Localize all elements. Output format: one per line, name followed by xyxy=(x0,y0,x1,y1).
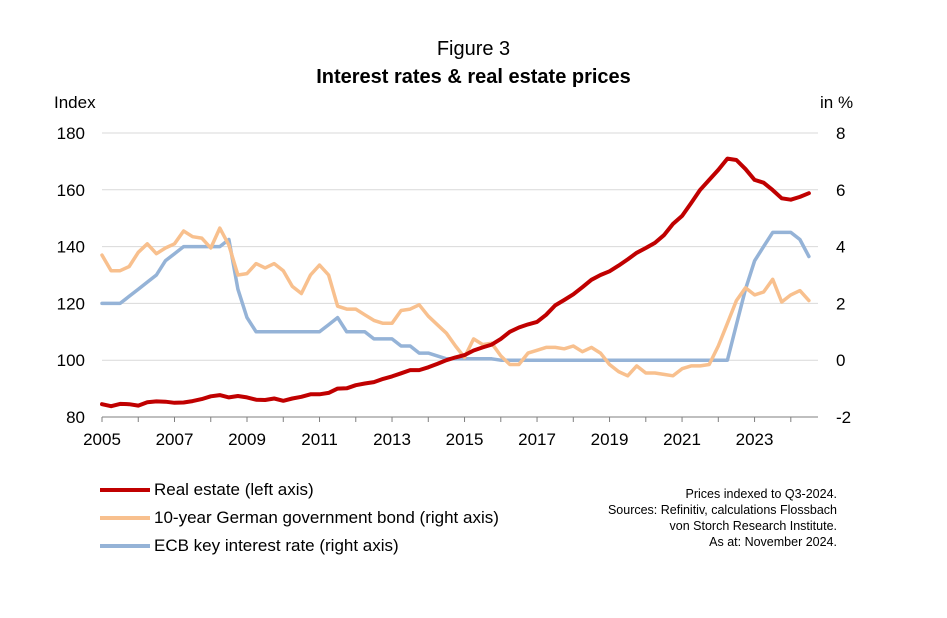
y-tick-left: 180 xyxy=(57,124,85,143)
chart-title: Interest rates & real estate prices xyxy=(316,66,631,88)
series-line-ecb xyxy=(100,230,811,362)
x-tick-label: 2023 xyxy=(736,430,774,449)
line-chart: 80 100 120 140 160 180 -2 0 2 4 6 8 2005 2007 2009 2011… xyxy=(57,124,852,449)
legend-label-ecb: ECB key interest rate (right axis) xyxy=(154,536,399,555)
series-line-bond xyxy=(100,226,811,378)
x-tick-label: 2017 xyxy=(518,430,556,449)
figure-label: Figure 3 xyxy=(436,38,511,60)
y-tick-left: 120 xyxy=(57,294,85,313)
axes: 80 100 120 140 160 180 -2 0 2 4 6 8 2005 2007 2009 2011… xyxy=(57,124,852,449)
x-tick-label: 2019 xyxy=(591,430,629,449)
legend-swatch-real-estate xyxy=(100,488,150,492)
x-tick-label: 2013 xyxy=(373,430,411,449)
y-tick-left: 140 xyxy=(57,238,85,257)
right-axis-unit: in % xyxy=(820,93,854,112)
x-tick-label: 2015 xyxy=(446,430,484,449)
y-tick-right: 4 xyxy=(836,238,845,257)
x-tick-label: 2011 xyxy=(301,430,338,449)
note-line: Prices indexed to Q3-2024. xyxy=(685,487,837,501)
legend-item-real-estate[interactable]: Real estate (left axis) xyxy=(100,479,314,501)
note-line: As at: November 2024. xyxy=(709,535,837,549)
y-tick-right: 6 xyxy=(836,181,845,200)
legend-item-ecb[interactable]: ECB key interest rate (right axis) xyxy=(100,535,399,557)
legend-swatch-bond xyxy=(100,516,150,520)
y-tick-left: 100 xyxy=(57,351,85,370)
y-tick-left: 160 xyxy=(57,181,85,200)
y-tick-right: 2 xyxy=(836,294,845,313)
x-tick-label: 2021 xyxy=(663,430,701,449)
note-line: Sources: Refinitiv, calculations Flossba… xyxy=(607,503,837,517)
y-tick-right: -2 xyxy=(836,408,851,427)
legend-swatch-ecb xyxy=(100,544,150,548)
y-tick-right: 0 xyxy=(836,351,845,370)
source-notes: Prices indexed to Q3-2024. Sources: Refi… xyxy=(608,486,837,550)
legend-label-real-estate: Real estate (left axis) xyxy=(154,480,314,499)
series-line-real-estate xyxy=(100,156,811,409)
left-axis-unit: Index xyxy=(54,93,96,112)
legend-item-bond[interactable]: 10-year German government bond (right ax… xyxy=(100,507,499,529)
x-tick-label: 2005 xyxy=(83,430,121,449)
legend-label-bond: 10-year German government bond (right ax… xyxy=(154,508,499,527)
series-lines xyxy=(100,156,811,409)
x-tick-label: 2009 xyxy=(228,430,266,449)
x-tick-label: 2007 xyxy=(156,430,194,449)
note-line: von Storch Research Institute. xyxy=(669,519,837,533)
y-tick-right: 8 xyxy=(836,124,845,143)
y-tick-left: 80 xyxy=(66,408,85,427)
